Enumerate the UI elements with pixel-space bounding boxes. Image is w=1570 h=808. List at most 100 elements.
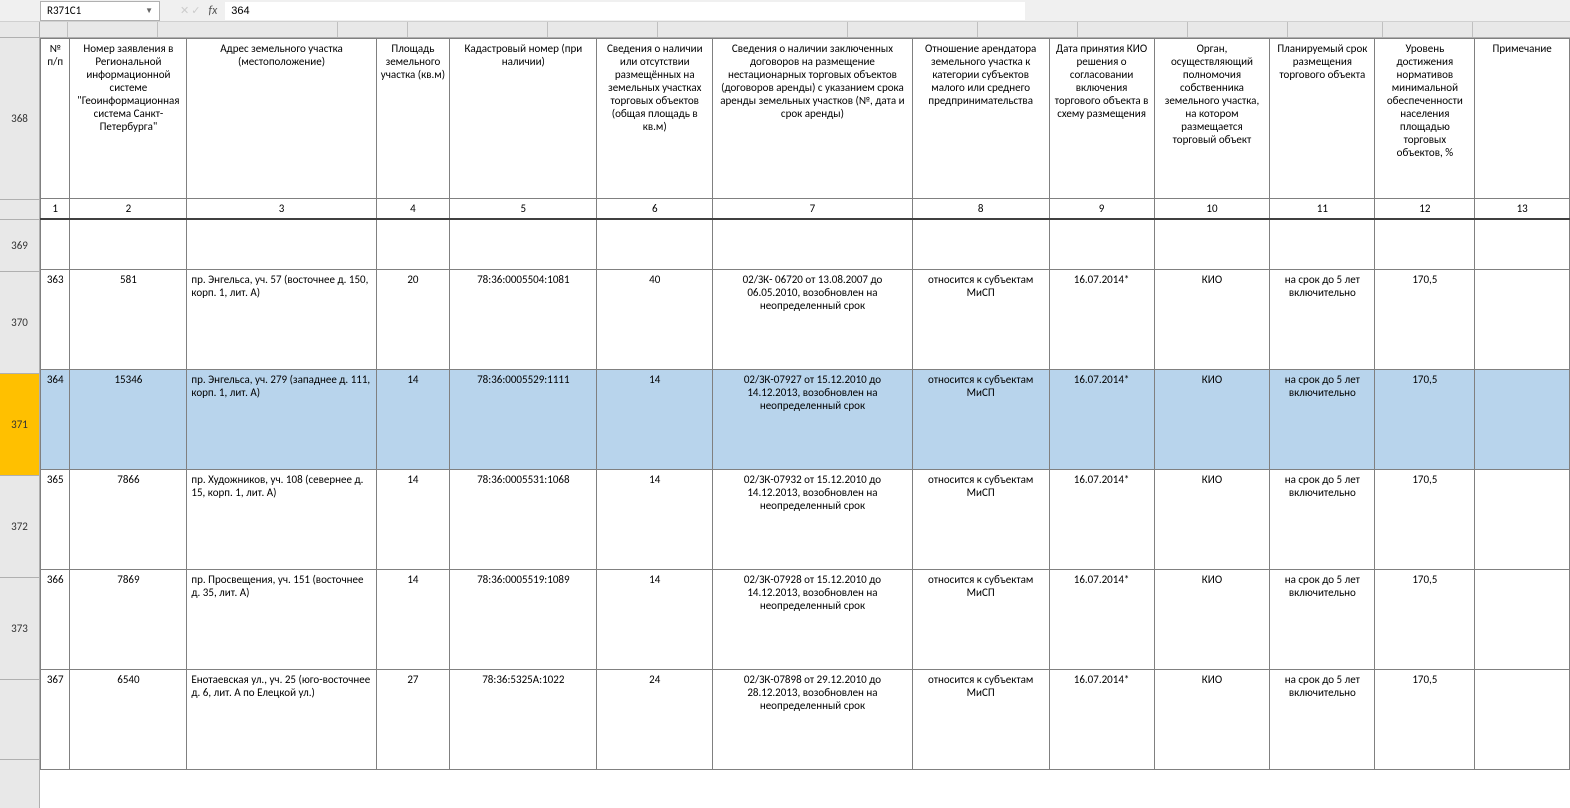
cell[interactable]: относится к субъектам МиСП: [912, 469, 1049, 569]
cell[interactable]: 24: [597, 669, 713, 769]
cell[interactable]: [1475, 369, 1570, 469]
table-row[interactable]: 36415346пр. Энгельса, уч. 279 (западнее …: [41, 369, 1570, 469]
empty-cell[interactable]: [1475, 219, 1570, 269]
cell[interactable]: 02/ЗК-07898 от 29.12.2010 до 28.12.2013,…: [713, 669, 913, 769]
column-title[interactable]: Примечание: [1475, 39, 1570, 199]
empty-cell[interactable]: [1375, 219, 1475, 269]
cell[interactable]: 20: [376, 269, 450, 369]
cell[interactable]: 78:36:0005519:1089: [450, 569, 597, 669]
cell[interactable]: 170,5: [1375, 269, 1475, 369]
cell[interactable]: 15346: [70, 369, 187, 469]
cell[interactable]: 02/ЗК- 06720 от 13.08.2007 до 06.05.2010…: [713, 269, 913, 369]
row-header[interactable]: [0, 680, 39, 760]
cell[interactable]: относится к субъектам МиСП: [912, 669, 1049, 769]
cell[interactable]: на срок до 5 лет включительно: [1270, 669, 1375, 769]
empty-cell[interactable]: [1049, 219, 1154, 269]
column-number[interactable]: 2: [70, 199, 187, 220]
cell[interactable]: 170,5: [1375, 469, 1475, 569]
table-row[interactable]: 3676540Енотаевская ул., уч. 25 (юго-вост…: [41, 669, 1570, 769]
cell[interactable]: 6540: [70, 669, 187, 769]
formula-input[interactable]: [225, 2, 1025, 20]
row-header[interactable]: [0, 200, 39, 220]
cell[interactable]: пр. Просвещения, уч. 151 (восточнее д. 3…: [187, 569, 376, 669]
cell[interactable]: 366: [41, 569, 70, 669]
column-number[interactable]: 8: [912, 199, 1049, 220]
empty-cell[interactable]: [41, 219, 70, 269]
cell[interactable]: 170,5: [1375, 369, 1475, 469]
cell[interactable]: на срок до 5 лет включительно: [1270, 269, 1375, 369]
empty-cell[interactable]: [1270, 219, 1375, 269]
column-number[interactable]: 11: [1270, 199, 1375, 220]
cell[interactable]: 16.07.2014*: [1049, 469, 1154, 569]
cell[interactable]: 581: [70, 269, 187, 369]
column-number[interactable]: 6: [597, 199, 713, 220]
cell[interactable]: [1475, 569, 1570, 669]
cell[interactable]: 14: [376, 569, 450, 669]
cell[interactable]: [1475, 669, 1570, 769]
cell[interactable]: пр. Энгельса, уч. 279 (западнее д. 111, …: [187, 369, 376, 469]
cell[interactable]: 16.07.2014*: [1049, 669, 1154, 769]
cell[interactable]: [1475, 269, 1570, 369]
column-title[interactable]: Кадастровый номер (при наличии): [450, 39, 597, 199]
column-header[interactable]: [1383, 22, 1473, 37]
cell[interactable]: КИО: [1154, 569, 1270, 669]
column-header[interactable]: [158, 22, 338, 37]
cell[interactable]: относится к субъектам МиСП: [912, 569, 1049, 669]
column-title[interactable]: Адрес земельного участка (местоположение…: [187, 39, 376, 199]
chevron-down-icon[interactable]: ▼: [145, 6, 153, 16]
column-number[interactable]: 4: [376, 199, 450, 220]
cell[interactable]: на срок до 5 лет включительно: [1270, 369, 1375, 469]
cell[interactable]: 7866: [70, 469, 187, 569]
row-header[interactable]: 368: [0, 38, 39, 200]
empty-cell[interactable]: [450, 219, 597, 269]
cell[interactable]: 170,5: [1375, 669, 1475, 769]
cell[interactable]: 02/ЗК-07927 от 15.12.2010 до 14.12.2013,…: [713, 369, 913, 469]
cell[interactable]: относится к субъектам МиСП: [912, 269, 1049, 369]
empty-cell[interactable]: [1154, 219, 1270, 269]
cell[interactable]: 14: [376, 369, 450, 469]
cell[interactable]: 14: [597, 569, 713, 669]
column-header[interactable]: [40, 22, 68, 37]
cell[interactable]: на срок до 5 лет включительно: [1270, 469, 1375, 569]
column-header[interactable]: [338, 22, 408, 37]
column-header[interactable]: [68, 22, 158, 37]
column-title[interactable]: Сведения о наличии заключенных договоров…: [713, 39, 913, 199]
cell[interactable]: на срок до 5 лет включительно: [1270, 569, 1375, 669]
fx-label[interactable]: fx: [208, 4, 217, 18]
column-header[interactable]: [658, 22, 848, 37]
column-header[interactable]: [848, 22, 978, 37]
table-row[interactable]: 3667869пр. Просвещения, уч. 151 (восточн…: [41, 569, 1570, 669]
column-title[interactable]: Планируемый срок размещения торгового об…: [1270, 39, 1375, 199]
row-header[interactable]: 373: [0, 578, 39, 680]
table-row[interactable]: 363581пр. Энгельса, уч. 57 (восточнее д.…: [41, 269, 1570, 369]
column-number[interactable]: 3: [187, 199, 376, 220]
select-all-corner[interactable]: [0, 22, 39, 38]
column-title[interactable]: Площадь земельного участка (кв.м): [376, 39, 450, 199]
column-title[interactable]: Орган, осуществляющий полномочия собстве…: [1154, 39, 1270, 199]
cell[interactable]: 14: [376, 469, 450, 569]
column-header[interactable]: [1188, 22, 1288, 37]
row-header[interactable]: 371: [0, 374, 39, 476]
column-title[interactable]: Номер заявления в Региональной информаци…: [70, 39, 187, 199]
cell[interactable]: 40: [597, 269, 713, 369]
column-number[interactable]: 1: [41, 199, 70, 220]
column-number[interactable]: 13: [1475, 199, 1570, 220]
cell[interactable]: 365: [41, 469, 70, 569]
empty-cell[interactable]: [597, 219, 713, 269]
cell[interactable]: 02/ЗК-07928 от 15.12.2010 до 14.12.2013,…: [713, 569, 913, 669]
name-box[interactable]: R371C1 ▼: [40, 1, 160, 21]
cell[interactable]: 364: [41, 369, 70, 469]
column-header[interactable]: [408, 22, 548, 37]
cell[interactable]: 78:36:0005531:1068: [450, 469, 597, 569]
cell[interactable]: 02/ЗК-07932 от 15.12.2010 до 14.12.2013,…: [713, 469, 913, 569]
cell[interactable]: КИО: [1154, 669, 1270, 769]
cell[interactable]: [1475, 469, 1570, 569]
row-header[interactable]: 370: [0, 272, 39, 374]
cell[interactable]: 16.07.2014*: [1049, 369, 1154, 469]
column-number[interactable]: 5: [450, 199, 597, 220]
cell[interactable]: пр. Энгельса, уч. 57 (восточнее д. 150, …: [187, 269, 376, 369]
table-row[interactable]: 3657866пр. Художников, уч. 108 (севернее…: [41, 469, 1570, 569]
column-number[interactable]: 7: [713, 199, 913, 220]
cell[interactable]: 7869: [70, 569, 187, 669]
empty-cell[interactable]: [376, 219, 450, 269]
